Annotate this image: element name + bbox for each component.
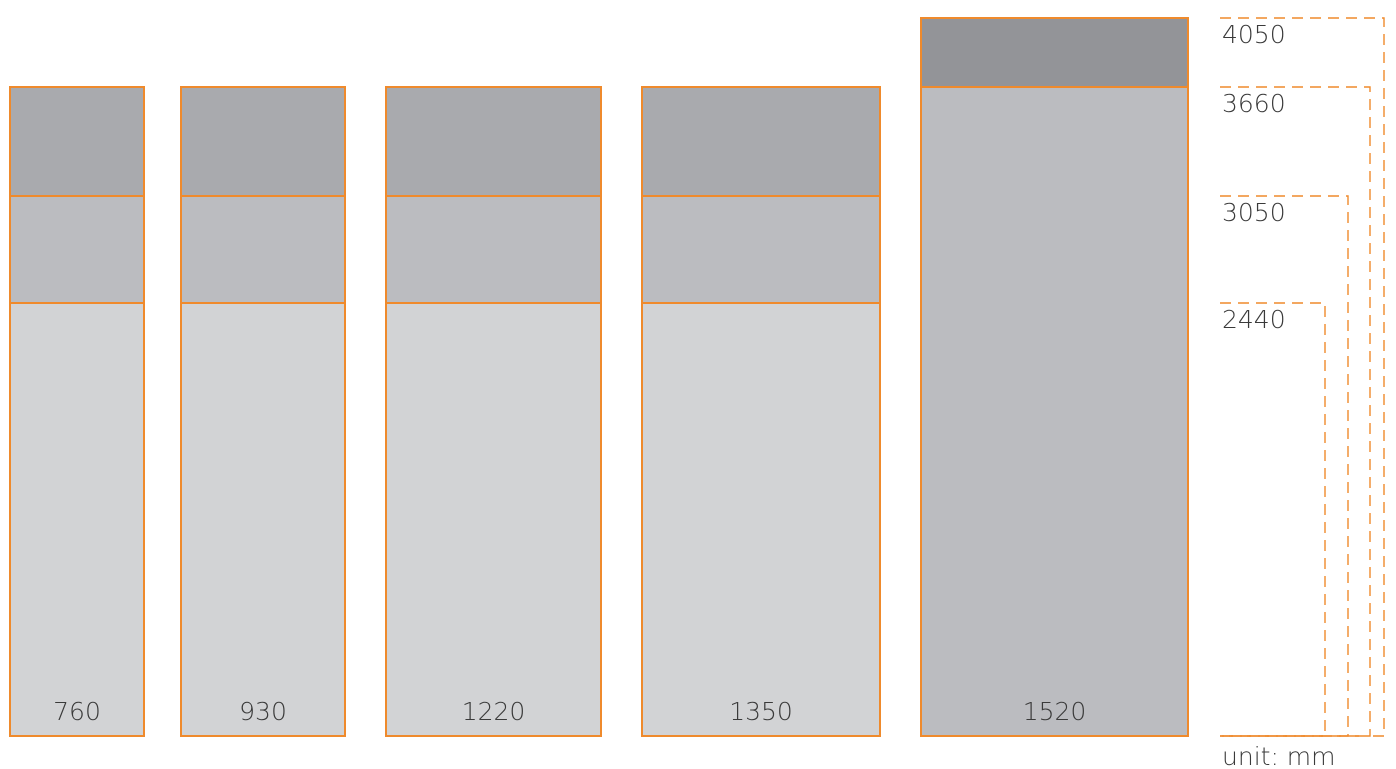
sheet-width-label: 1520 <box>1023 697 1087 726</box>
length-guide-2440 <box>1220 302 1326 737</box>
sheet-column-760: 760 <box>9 86 145 737</box>
sheet-width-label: 1350 <box>729 697 793 726</box>
length-label-4050: 4050 <box>1222 20 1286 49</box>
sheet-segment-1220-2440 <box>385 302 602 737</box>
sheet-segment-1350-2440 <box>641 302 881 737</box>
sheet-segment-1220-3050 <box>385 195 602 304</box>
sheet-segment-930-3660 <box>180 86 346 197</box>
sheet-segment-760-3660 <box>9 86 145 197</box>
length-labels: 4050 3660 3050 2440 <box>1222 20 1286 334</box>
sheet-column-1350: 1350 <box>641 86 881 737</box>
sheet-segment-1520-4050 <box>920 17 1189 88</box>
sheet-columns: 760 930 1220 1350 1520 <box>9 17 1189 737</box>
sheet-column-1220: 1220 <box>385 86 602 737</box>
sheet-width-label: 760 <box>53 697 101 726</box>
length-label-3050: 3050 <box>1222 198 1286 227</box>
sheet-width-label: 930 <box>239 697 287 726</box>
sheet-segment-1350-3050 <box>641 195 881 304</box>
sheet-segment-760-2440 <box>9 302 145 737</box>
sheet-width-label: 1220 <box>462 697 526 726</box>
sheet-segment-1350-3660 <box>641 86 881 197</box>
length-guide-3050 <box>1220 195 1349 737</box>
sheet-column-1520: 1520 <box>920 17 1189 737</box>
length-label-2440: 2440 <box>1222 305 1286 334</box>
length-label-3660: 3660 <box>1222 89 1286 118</box>
length-guide-4050 <box>1220 17 1385 737</box>
sheet-segment-1520-3660 <box>920 86 1189 737</box>
sheet-segment-1220-3660 <box>385 86 602 197</box>
sheet-segment-760-3050 <box>9 195 145 304</box>
sheet-segment-930-3050 <box>180 195 346 304</box>
sheet-segment-930-2440 <box>180 302 346 737</box>
sheet-column-930: 930 <box>180 86 346 737</box>
length-guides <box>1220 17 1385 737</box>
unit-label: unit: mm <box>1222 742 1336 769</box>
